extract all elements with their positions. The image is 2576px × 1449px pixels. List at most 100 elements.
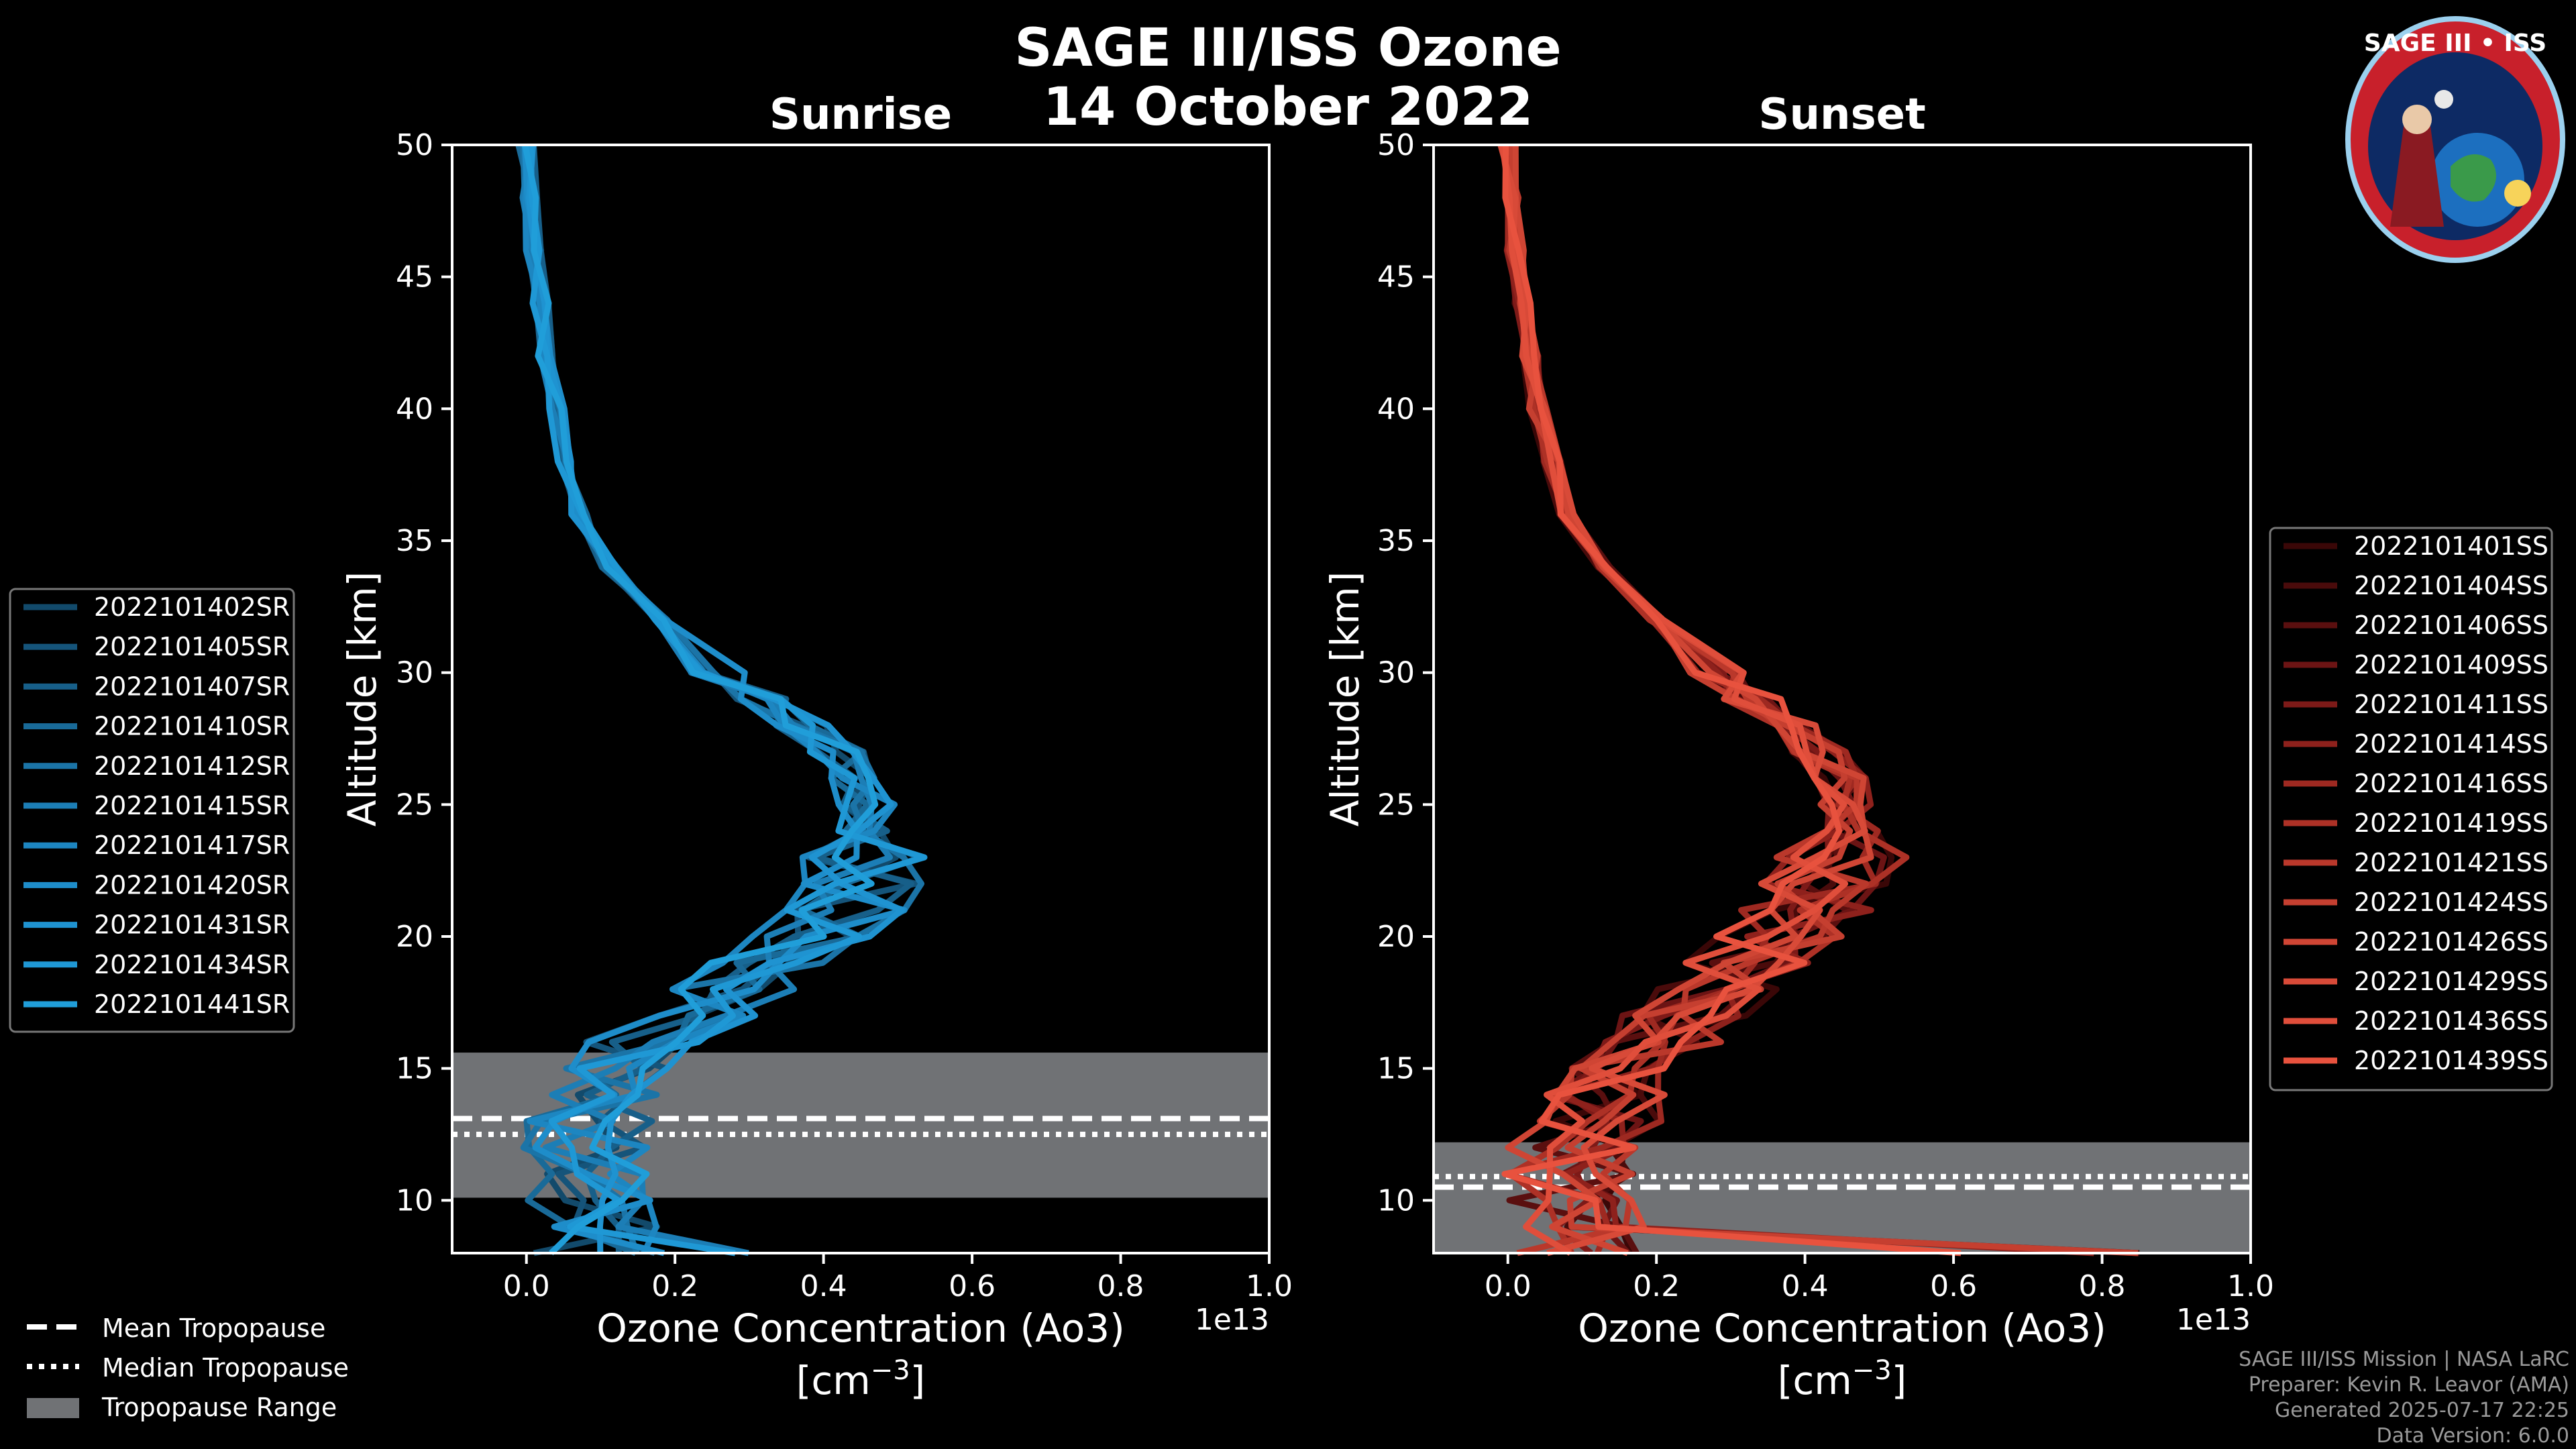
- sunrise-x-tick-label: 1.0: [1246, 1269, 1293, 1303]
- sunset-profile-2022101439SS: [1501, 144, 1962, 1256]
- sunrise-x-tick-label: 0.2: [651, 1269, 698, 1303]
- sunrise-profile-2022101441SR: [522, 144, 879, 1256]
- sunrise-legend-label: 2022101412SR: [94, 751, 290, 781]
- sunrise-y-tick-label: 35: [396, 524, 433, 558]
- sunset-legend-label: 2022101429SS: [2354, 967, 2548, 996]
- sunrise-legend-label: 2022101441SR: [94, 989, 290, 1019]
- sunrise-tropopause-layer: [452, 1053, 1269, 1198]
- sunrise-legend-box: [9, 588, 295, 1033]
- sunrise-legend-label: 2022101410SR: [94, 712, 290, 741]
- sunset-legend-label: 2022101426SS: [2354, 927, 2548, 957]
- sunset-legend-label: 2022101411SS: [2354, 690, 2548, 719]
- sage-mission-logo: SAGE III • ISS: [2345, 16, 2565, 263]
- sunset-plot-frame: [1432, 144, 2252, 1254]
- sunrise-legend-label: 2022101415SR: [94, 791, 290, 820]
- sunrise-y-tick-label: 45: [396, 260, 433, 294]
- sunrise-axes-ticks: 0.0 0.2 0.4 0.6 0.8 1.0 10 15 20 25 30 35 40 45 50: [396, 128, 1293, 1303]
- sunrise-y-tick-label: 25: [396, 788, 433, 822]
- mean-tropopause-label: Mean Tropopause: [102, 1313, 325, 1343]
- sunset-y-tick-label: 35: [1377, 524, 1415, 558]
- sunset-x-axis-label: Ozone Concentration (Ao3): [1578, 1305, 2106, 1351]
- sunrise-legend-label: 2022101434SR: [94, 950, 290, 979]
- sunrise-x-tick-label: 0.8: [1097, 1269, 1144, 1303]
- sunset-y-tick-label: 20: [1377, 920, 1415, 954]
- sunrise-x-axis-label: Ozone Concentration (Ao3): [596, 1305, 1125, 1351]
- sunrise-legend: 2022101402SR 2022101405SR 2022101407SR 2022…: [9, 588, 295, 1033]
- logo-figure-icon: [2390, 119, 2444, 227]
- sunset-y-tick-label: 50: [1377, 128, 1415, 162]
- sunset-y-tick-label: 30: [1377, 656, 1415, 690]
- sunset-x-tick-label: 1.0: [2227, 1269, 2274, 1303]
- sunrise-legend-label: 2022101402SR: [94, 592, 290, 622]
- logo-sun-icon: [2504, 180, 2531, 207]
- sunrise-legend-label: 2022101407SR: [94, 672, 290, 701]
- sunrise-plot-frame: [451, 144, 1271, 1254]
- sunset-x-tick-label: 0.6: [1930, 1269, 1977, 1303]
- sunset-panel: 0.0 0.2 0.4 0.6 0.8 1.0 10 15 20 25 30 35 40 45 50 Sun…: [1322, 90, 2274, 1403]
- sunrise-y-tick-label: 50: [396, 128, 433, 162]
- sunset-legend-label: 2022101424SS: [2354, 888, 2548, 917]
- sunrise-x-offset-label: 1e13: [1195, 1303, 1269, 1337]
- sunset-x-tick-label: 0.0: [1485, 1269, 1532, 1303]
- sunset-legend-label: 2022101401SS: [2354, 531, 2548, 561]
- sunset-legend-label: 2022101439SS: [2354, 1046, 2548, 1075]
- sunrise-legend-label: 2022101417SR: [94, 830, 290, 860]
- tropopause-range-label: Tropopause Range: [101, 1393, 337, 1422]
- sunset-x-tick-label: 0.2: [1633, 1269, 1680, 1303]
- sunrise-panel-title: Sunrise: [769, 90, 952, 140]
- sunset-plot-background: [1434, 145, 2251, 1253]
- sunset-y-tick-label: 10: [1377, 1183, 1415, 1218]
- logo-figure-head-icon: [2402, 105, 2432, 134]
- sunset-x-offset-label: 1e13: [2176, 1303, 2251, 1337]
- tropopause-range-swatch: [27, 1398, 79, 1418]
- sunset-panel-title: Sunset: [1758, 90, 1925, 140]
- sunrise-y-tick-label: 10: [396, 1183, 433, 1218]
- figure-title-line1: SAGE III/ISS Ozone: [1014, 18, 1561, 78]
- sunrise-y-tick-label: 15: [396, 1052, 433, 1086]
- sunset-legend-label: 2022101404SS: [2354, 571, 2548, 600]
- sunset-legend-label: 2022101406SS: [2354, 610, 2548, 640]
- tropopause-legend: Mean Tropopause Median Tropopause Tropop…: [27, 1313, 349, 1422]
- sunset-legend-label: 2022101416SS: [2354, 769, 2548, 798]
- credits-preparer: Preparer: Kevin R. Leavor (AMA): [2249, 1373, 2569, 1397]
- sunrise-y-tick-label: 20: [396, 920, 433, 954]
- sunset-x-tick-label: 0.4: [1782, 1269, 1829, 1303]
- sunset-profile-2022101424SS: [1508, 144, 2139, 1256]
- credits-generated: Generated 2025-07-17 22:25: [2275, 1399, 2569, 1422]
- logo-moon-icon: [2434, 90, 2453, 109]
- sunrise-y-tick-label: 40: [396, 392, 433, 426]
- median-tropopause-label: Median Tropopause: [102, 1353, 349, 1383]
- sunset-y-axis-label: Altitude [km]: [1322, 572, 1368, 826]
- sunset-x-axis-units: [cm−3]: [1778, 1355, 1907, 1403]
- sunset-y-tick-label: 45: [1377, 260, 1415, 294]
- sunset-x-tick-label: 0.8: [2079, 1269, 2126, 1303]
- sunset-legend-label: 2022101409SS: [2354, 650, 2548, 680]
- sunset-legend-label: 2022101419SS: [2354, 808, 2548, 838]
- sunset-axes-ticks: 0.0 0.2 0.4 0.6 0.8 1.0 10 15 20 25 30 35 40 45 50: [1377, 128, 2274, 1303]
- logo-continent-icon: [2451, 154, 2496, 202]
- sunrise-tropopause-range-band: [452, 1053, 1269, 1198]
- sunset-legend-label: 2022101436SS: [2354, 1006, 2548, 1036]
- sunset-legend-label: 2022101421SS: [2354, 848, 2548, 877]
- sunset-legend-label: 2022101414SS: [2354, 729, 2548, 759]
- sunrise-legend-entries: 2022101402SR 2022101405SR 2022101407SR 2022…: [23, 592, 290, 1019]
- sunrise-x-tick-label: 0.4: [800, 1269, 847, 1303]
- sunset-legend-box: [2269, 527, 2553, 1091]
- sunrise-panel: 0.0 0.2 0.4 0.6 0.8 1.0 10 15 20 25 30 35 40 45 50 Sun…: [339, 90, 1293, 1403]
- sunrise-profile-2022101434SR: [527, 144, 928, 1256]
- sunset-y-tick-label: 25: [1377, 788, 1415, 822]
- sunrise-profiles: [515, 144, 928, 1256]
- sunrise-y-tick-label: 30: [396, 656, 433, 690]
- sunset-y-tick-label: 40: [1377, 392, 1415, 426]
- logo-title: SAGE III • ISS: [2364, 30, 2546, 57]
- credits-block: SAGE III/ISS Mission | NASA LaRC Prepare…: [2239, 1348, 2569, 1448]
- sunrise-legend-label: 2022101420SR: [94, 870, 290, 900]
- sunset-y-tick-label: 15: [1377, 1052, 1415, 1086]
- sunrise-legend-label: 2022101431SR: [94, 910, 290, 940]
- sunset-legend: 2022101401SS 2022101404SS 2022101406SS 2022…: [2269, 527, 2553, 1091]
- figure-title-line2: 14 October 2022: [1043, 77, 1534, 138]
- sunrise-x-tick-label: 0.0: [503, 1269, 550, 1303]
- credits-mission: SAGE III/ISS Mission | NASA LaRC: [2239, 1348, 2569, 1371]
- sunset-legend-entries: 2022101401SS 2022101404SS 2022101406SS 2022…: [2284, 531, 2548, 1075]
